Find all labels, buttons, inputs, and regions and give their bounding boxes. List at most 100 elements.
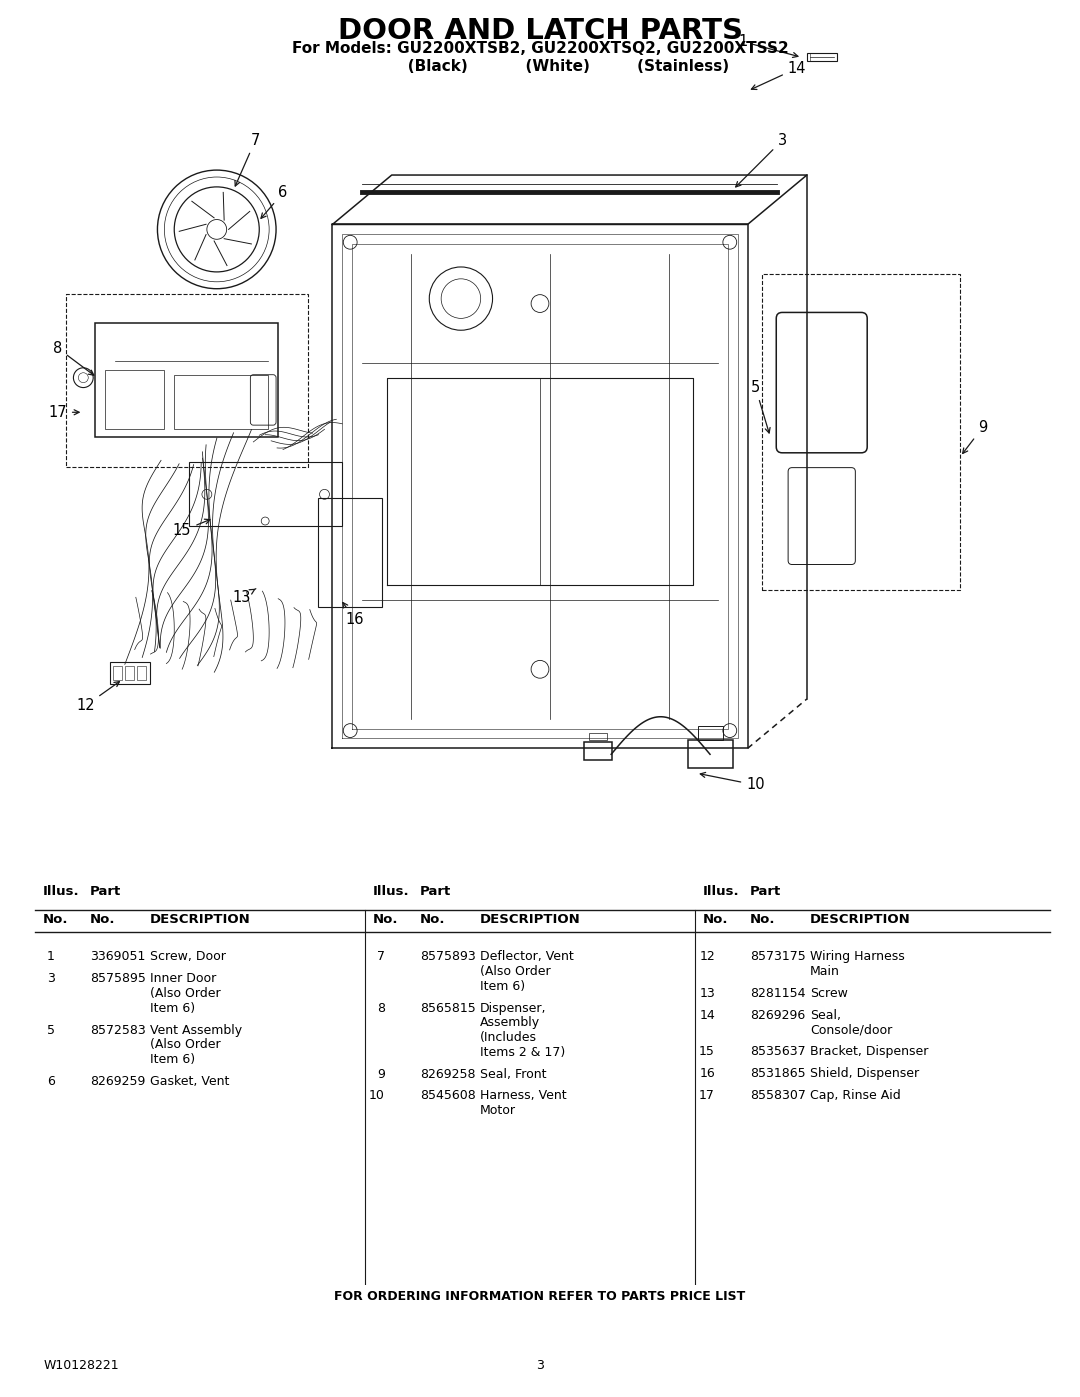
Text: 10: 10	[369, 1090, 384, 1102]
Text: Part: Part	[420, 884, 451, 897]
Bar	[584, 742, 612, 760]
Text: W10128221: W10128221	[43, 1359, 119, 1372]
Text: Illus.: Illus.	[373, 884, 409, 897]
Text: No.: No.	[373, 912, 399, 926]
Bar	[110, 662, 149, 685]
Text: 8269296: 8269296	[750, 1009, 806, 1021]
Text: Console/door: Console/door	[810, 1024, 892, 1037]
Text: 8269258: 8269258	[420, 1067, 475, 1081]
Text: (Also Order: (Also Order	[480, 965, 551, 978]
Text: 8531865: 8531865	[750, 1067, 806, 1080]
Bar	[137, 666, 146, 680]
Text: 1: 1	[48, 950, 55, 964]
Text: 5: 5	[48, 1024, 55, 1037]
Text: 10: 10	[700, 773, 765, 792]
Text: (Also Order: (Also Order	[150, 986, 220, 1000]
Text: 16: 16	[342, 602, 364, 627]
Text: Wiring Harness: Wiring Harness	[810, 950, 905, 964]
Text: Deflector, Vent: Deflector, Vent	[480, 950, 573, 964]
Text: 8572583: 8572583	[90, 1024, 146, 1037]
Text: 3: 3	[48, 972, 55, 985]
Text: 15: 15	[699, 1045, 715, 1059]
Text: 12: 12	[76, 682, 120, 714]
Text: (Includes: (Includes	[480, 1031, 537, 1044]
Text: 8281154: 8281154	[750, 986, 806, 1000]
Bar	[174, 374, 268, 429]
Text: Shield, Dispenser: Shield, Dispenser	[810, 1067, 919, 1080]
Text: 8535637: 8535637	[750, 1045, 806, 1059]
Text: 7: 7	[235, 133, 260, 186]
Text: 9: 9	[377, 1067, 384, 1081]
Text: Screw: Screw	[810, 986, 848, 1000]
Text: 7: 7	[377, 950, 384, 964]
Text: DESCRIPTION: DESCRIPTION	[150, 912, 251, 926]
Text: 8269259: 8269259	[90, 1074, 146, 1088]
Bar	[590, 732, 607, 740]
Text: Inner Door: Inner Door	[150, 972, 216, 985]
Bar	[807, 53, 837, 61]
Text: Dispenser,: Dispenser,	[480, 1002, 546, 1014]
Text: Assembly: Assembly	[480, 1017, 540, 1030]
Text: 8575893: 8575893	[420, 950, 476, 964]
Text: Item 6): Item 6)	[150, 1053, 195, 1066]
Text: 17: 17	[699, 1088, 715, 1102]
Text: 3: 3	[536, 1359, 544, 1372]
Text: No.: No.	[750, 912, 775, 926]
Text: Main: Main	[810, 965, 840, 978]
Text: 8545608: 8545608	[420, 1090, 476, 1102]
Text: Gasket, Vent: Gasket, Vent	[150, 1074, 229, 1088]
Bar	[698, 725, 723, 740]
Text: No.: No.	[90, 912, 116, 926]
Text: 8573175: 8573175	[750, 950, 806, 964]
Text: Cap, Rinse Aid: Cap, Rinse Aid	[810, 1088, 901, 1102]
Text: Part: Part	[750, 884, 781, 897]
Text: No.: No.	[703, 912, 729, 926]
Text: 15: 15	[173, 520, 210, 538]
Text: 6: 6	[48, 1074, 55, 1088]
Text: Part: Part	[90, 884, 121, 897]
Text: Illus.: Illus.	[703, 884, 740, 897]
Bar	[762, 274, 960, 590]
Bar	[66, 293, 308, 467]
Text: Seal,: Seal,	[810, 1009, 841, 1021]
Text: No.: No.	[43, 912, 68, 926]
Text: 13: 13	[699, 986, 715, 1000]
Text: 5: 5	[751, 380, 770, 433]
Text: 8565815: 8565815	[420, 1002, 476, 1014]
Bar	[125, 666, 134, 680]
Text: DOOR AND LATCH PARTS: DOOR AND LATCH PARTS	[337, 17, 743, 45]
Text: Harness, Vent: Harness, Vent	[480, 1090, 567, 1102]
Text: 8: 8	[377, 1002, 384, 1014]
Text: Seal, Front: Seal, Front	[480, 1067, 546, 1081]
Text: Bracket, Dispenser: Bracket, Dispenser	[810, 1045, 929, 1059]
Text: 1: 1	[738, 34, 798, 57]
Text: 14: 14	[699, 1009, 715, 1021]
Text: 8575895: 8575895	[90, 972, 146, 985]
Text: Items 2 & 17): Items 2 & 17)	[480, 1046, 565, 1059]
Text: Item 6): Item 6)	[150, 1002, 195, 1014]
Text: 13: 13	[232, 588, 256, 605]
Bar	[189, 461, 342, 525]
Text: 12: 12	[699, 950, 715, 964]
Text: 3369051: 3369051	[90, 950, 146, 964]
Text: 8: 8	[53, 341, 94, 376]
Text: No.: No.	[420, 912, 446, 926]
Text: Screw, Door: Screw, Door	[150, 950, 226, 964]
Text: 9: 9	[962, 419, 987, 454]
Text: DESCRIPTION: DESCRIPTION	[480, 912, 581, 926]
Text: 8558307: 8558307	[750, 1088, 806, 1102]
Text: (Also Order: (Also Order	[150, 1038, 220, 1051]
Text: Motor: Motor	[480, 1104, 516, 1118]
Text: Vent Assembly: Vent Assembly	[150, 1024, 242, 1037]
Bar	[688, 740, 732, 768]
Text: Item 6): Item 6)	[480, 979, 525, 993]
Text: 14: 14	[752, 61, 807, 89]
Text: Illus.: Illus.	[43, 884, 80, 897]
Text: 3: 3	[735, 133, 786, 187]
Bar	[318, 499, 382, 608]
Text: DESCRIPTION: DESCRIPTION	[810, 912, 910, 926]
Text: 16: 16	[699, 1067, 715, 1080]
Bar	[95, 323, 278, 437]
Bar	[113, 666, 122, 680]
Text: 6: 6	[261, 186, 287, 218]
